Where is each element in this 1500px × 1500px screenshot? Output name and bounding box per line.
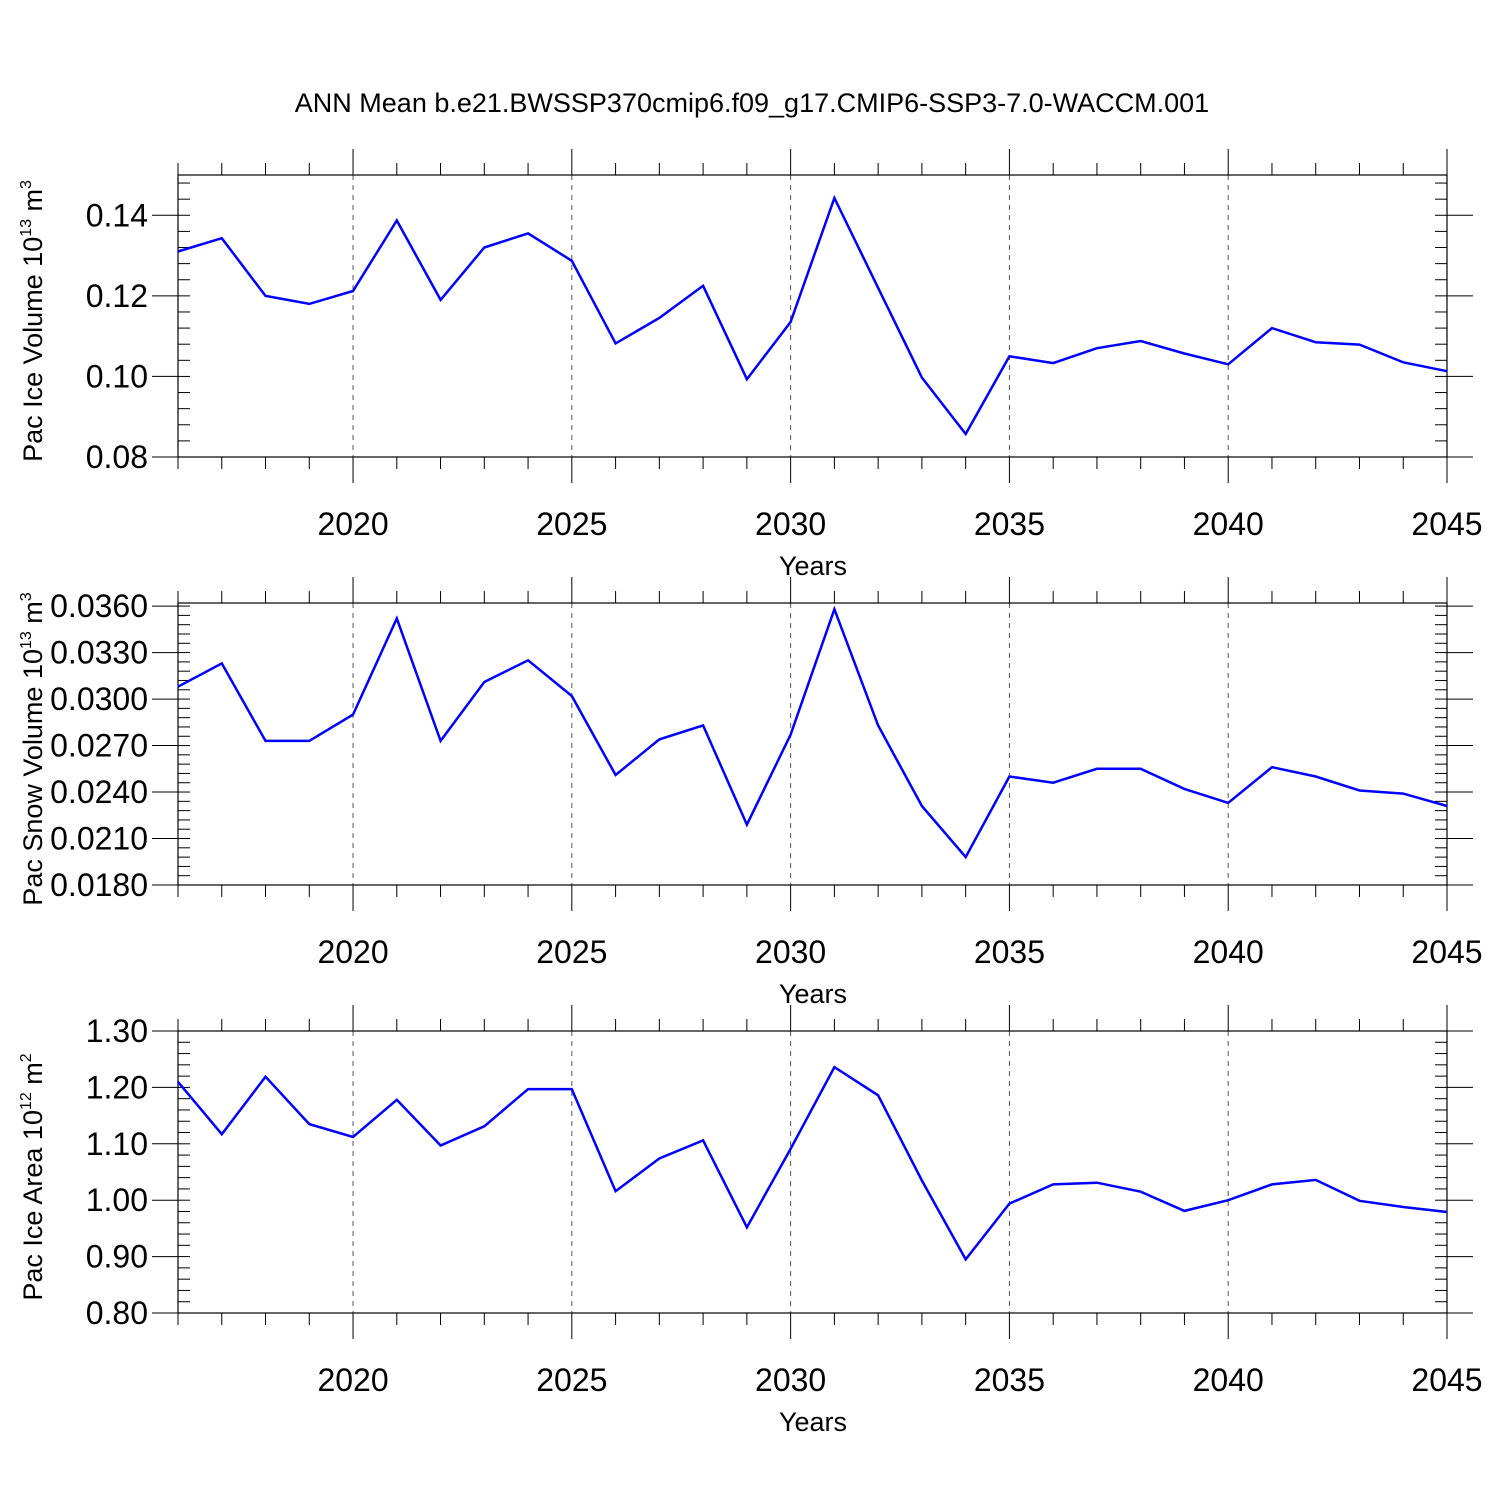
y-tick-label: 0.0300 [50, 681, 148, 717]
x-tick-label: 2040 [1193, 506, 1264, 542]
x-axis-title: Years [779, 1407, 847, 1437]
x-tick-label: 2025 [536, 506, 607, 542]
series-line [177, 605, 1448, 860]
y-tick-label: 0.0270 [50, 728, 148, 764]
x-axis-title: Years [779, 551, 847, 581]
panel-3: 0.80 0.90 1.00 1.10 1.20 1.30 2020 2025 2030 2035… [18, 1005, 1483, 1437]
y-tick-label: 0.0180 [50, 867, 148, 903]
x-tick-label: 2035 [974, 1362, 1045, 1398]
panels: 0.08 0.10 0.12 0.14 2020 2025 2030 2035 2040 2045… [18, 149, 1483, 1437]
x-tick-label: 2020 [317, 506, 388, 542]
y-tick-label: 0.08 [86, 439, 148, 475]
y-tick-label: 0.0210 [50, 821, 148, 857]
series-line [177, 1065, 1448, 1262]
y-tick-label: 0.14 [86, 197, 148, 233]
x-tick-label: 2025 [536, 1362, 607, 1398]
x-tick-label: 2040 [1193, 934, 1264, 970]
y-axis-title: Pac Ice Area 1012 m2 [18, 1053, 48, 1300]
y-axis-title: Pac Ice Volume 1013 m3 [18, 180, 48, 462]
x-tick-label: 2020 [317, 934, 388, 970]
x-tick-label: 2025 [536, 934, 607, 970]
plot-frame [177, 1030, 1448, 1314]
y-tick-label: 1.10 [86, 1126, 148, 1162]
y-tick-label: 1.30 [86, 1013, 148, 1049]
y-tick-label: 0.0240 [50, 774, 148, 810]
y-tick-label: 0.90 [86, 1239, 148, 1275]
y-axis-title: Pac Snow Volume 1013 m3 [18, 592, 48, 905]
x-tick-label: 2045 [1411, 934, 1482, 970]
y-tick-label: 1.20 [86, 1069, 148, 1105]
x-tick-label: 2020 [317, 1362, 388, 1398]
x-tick-label: 2035 [974, 934, 1045, 970]
x-tick-label: 2030 [755, 934, 826, 970]
x-tick-label: 2045 [1411, 506, 1482, 542]
x-axis-title: Years [779, 979, 847, 1009]
plot-frame [177, 602, 1448, 886]
y-tick-label: 0.0330 [50, 635, 148, 671]
plot-frame [177, 174, 1448, 458]
panel-2: 0.0180 0.0210 0.0240 0.0270 0.0300 0.0330 0.03… [18, 577, 1483, 1009]
panel-1: 0.08 0.10 0.12 0.14 2020 2025 2030 2035 2040 2045… [18, 149, 1483, 581]
series-line [177, 194, 1448, 437]
x-tick-label: 2035 [974, 506, 1045, 542]
y-tick-label: 1.00 [86, 1182, 148, 1218]
x-tick-label: 2040 [1193, 1362, 1264, 1398]
x-tick-label: 2030 [755, 1362, 826, 1398]
y-tick-label: 0.10 [86, 358, 148, 394]
y-tick-label: 0.12 [86, 278, 148, 314]
x-tick-label: 2030 [755, 506, 826, 542]
chart-title: ANN Mean b.e21.BWSSP370cmip6.f09_g17.CMI… [295, 88, 1209, 118]
y-tick-label: 0.0360 [50, 588, 148, 624]
x-tick-label: 2045 [1411, 1362, 1482, 1398]
y-tick-label: 0.80 [86, 1295, 148, 1331]
